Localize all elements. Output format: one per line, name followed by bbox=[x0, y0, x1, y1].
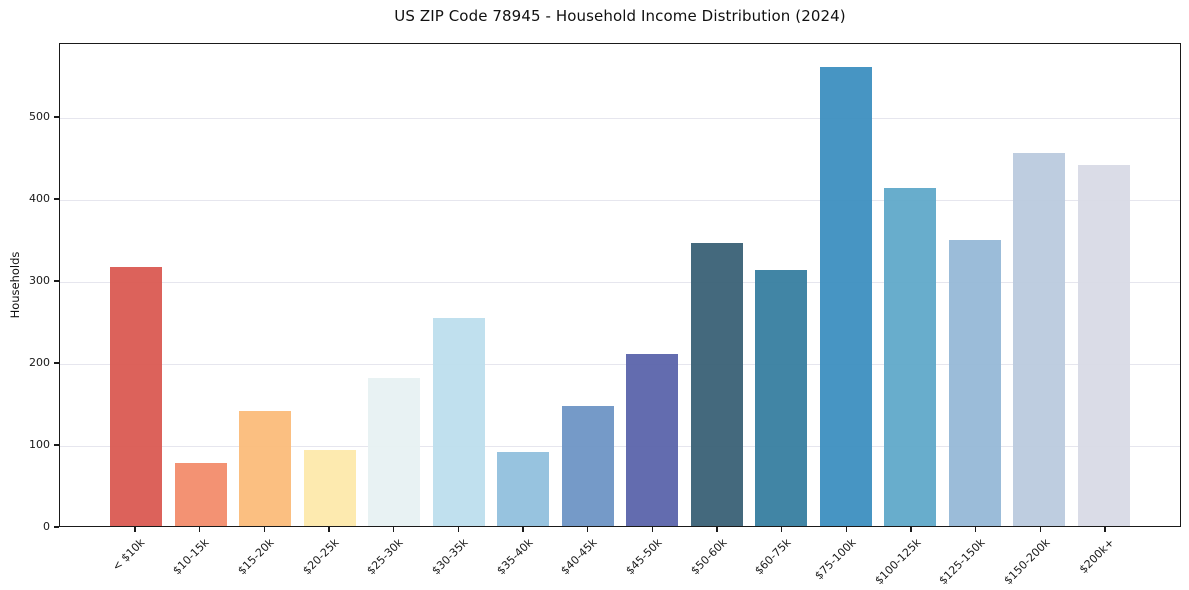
x-tick-mark bbox=[1039, 527, 1042, 532]
x-tick-mark bbox=[134, 527, 136, 532]
bar-35-40k bbox=[497, 452, 550, 526]
bar-10k bbox=[110, 267, 162, 526]
x-tick-mark bbox=[522, 527, 524, 532]
y-tick-mark bbox=[54, 116, 59, 118]
bar-10-15k bbox=[174, 463, 227, 526]
x-tick-mark bbox=[586, 527, 589, 532]
bar-20-25k bbox=[303, 450, 356, 526]
y-tick-label: 200 bbox=[29, 355, 50, 369]
bar-25-30k bbox=[368, 378, 421, 526]
x-tick-label-text: $15-20k bbox=[235, 536, 277, 578]
chart-title: US ZIP Code 78945 - Household Income Dis… bbox=[394, 7, 846, 25]
bars-layer bbox=[60, 44, 1180, 526]
x-tick-mark bbox=[457, 527, 460, 532]
y-tick-label: 300 bbox=[29, 273, 50, 287]
x-tick-label-text: $35-40k bbox=[493, 536, 536, 578]
bar-100-125k bbox=[884, 187, 937, 526]
x-tick-mark bbox=[1104, 527, 1106, 532]
x-tick-mark bbox=[716, 527, 718, 532]
bar-30-35k bbox=[432, 317, 485, 526]
x-tick-mark bbox=[974, 527, 977, 532]
x-tick-label-text: $25-30k bbox=[364, 536, 406, 578]
x-tick-mark bbox=[328, 527, 330, 532]
bar-200k bbox=[1077, 164, 1130, 526]
gridline bbox=[60, 117, 1180, 119]
x-tick-label-text: $100-125k bbox=[872, 536, 924, 588]
bar-15-20k bbox=[239, 410, 292, 526]
x-tick-label-text: $125-150k bbox=[936, 536, 988, 588]
x-tick-label-text: $60-75k bbox=[752, 536, 794, 578]
bar-50-60k bbox=[690, 243, 743, 526]
x-tick-mark bbox=[780, 527, 783, 532]
y-tick-label: 0 bbox=[43, 520, 50, 533]
y-tick-mark bbox=[54, 444, 59, 446]
gridline bbox=[60, 199, 1180, 201]
y-tick-mark bbox=[54, 526, 59, 528]
y-tick-label: 100 bbox=[29, 437, 50, 451]
x-tick-mark bbox=[845, 527, 848, 532]
y-tick-mark bbox=[54, 362, 59, 364]
bar-40-45k bbox=[561, 405, 614, 526]
x-tick-label-text: $50-60k bbox=[687, 536, 730, 578]
gridline bbox=[60, 281, 1180, 283]
bar-60-75k bbox=[755, 270, 808, 526]
x-tick-label-text: $10-15k bbox=[170, 536, 212, 578]
gridline bbox=[60, 363, 1180, 365]
x-tick-mark bbox=[263, 527, 266, 532]
bar-45-50k bbox=[626, 353, 679, 526]
y-tick-label: 500 bbox=[29, 109, 50, 123]
x-tick-label-text: $30-35k bbox=[429, 536, 471, 578]
gridline bbox=[60, 445, 1180, 447]
bar-125-150k bbox=[948, 240, 1001, 526]
x-tick-label-text: $200k+ bbox=[1077, 536, 1118, 577]
x-tick-label-text: $20-25k bbox=[299, 536, 342, 578]
x-tick-label-text: $150-200k bbox=[1001, 536, 1053, 588]
y-tick-mark bbox=[54, 280, 59, 282]
plot-area bbox=[59, 43, 1181, 527]
x-tick-mark bbox=[651, 527, 654, 532]
x-tick-mark bbox=[392, 527, 395, 532]
x-tick-label-text: $45-50k bbox=[623, 536, 665, 578]
x-tick-label-text: < $10k bbox=[109, 536, 148, 574]
x-tick-mark bbox=[910, 527, 912, 532]
x-tick-mark bbox=[198, 527, 201, 532]
y-tick-label: 400 bbox=[29, 191, 50, 205]
y-tick-mark bbox=[54, 198, 59, 200]
x-tick-label-text: $75-100k bbox=[812, 536, 859, 583]
x-tick-label-text: $40-45k bbox=[558, 536, 600, 578]
bar-150-200k bbox=[1013, 152, 1066, 526]
bar-75-100k bbox=[819, 66, 872, 526]
